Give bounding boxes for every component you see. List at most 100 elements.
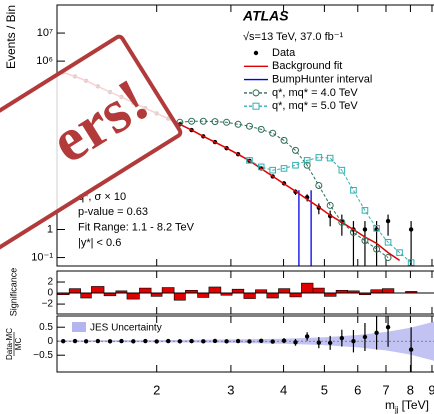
data-point bbox=[293, 340, 298, 345]
data-point bbox=[119, 338, 124, 344]
data-point bbox=[316, 340, 322, 345]
signal-point bbox=[245, 122, 253, 130]
signal-point bbox=[384, 254, 392, 262]
significance-bar bbox=[91, 286, 105, 294]
significance-bar bbox=[208, 286, 222, 294]
signal-point bbox=[338, 166, 346, 174]
data-point bbox=[270, 339, 275, 344]
data-point bbox=[107, 339, 113, 344]
legend-marker bbox=[252, 102, 260, 110]
signal-point bbox=[269, 166, 277, 174]
significance-bar bbox=[68, 288, 81, 294]
signal-point bbox=[315, 181, 323, 189]
significance-bar bbox=[197, 292, 210, 298]
data-point bbox=[351, 339, 356, 344]
legend-marker bbox=[253, 50, 259, 56]
panel-frame bbox=[56, 270, 434, 315]
signal-point bbox=[361, 237, 369, 245]
legend-marker bbox=[252, 89, 260, 97]
signal-point bbox=[349, 228, 357, 236]
signal-point bbox=[315, 154, 323, 161]
data-point bbox=[201, 339, 206, 344]
x-axis-label-sub: jj bbox=[394, 405, 399, 414]
data-point bbox=[83, 339, 89, 344]
signal-point bbox=[246, 157, 253, 164]
annotation: Fit Range: 1.1 - 8.2 TeV bbox=[78, 222, 195, 234]
data-point bbox=[189, 338, 194, 344]
data-point bbox=[327, 340, 333, 346]
data-point bbox=[339, 335, 345, 341]
y-tick-label: 10⁻¹ bbox=[31, 251, 53, 263]
significance-bar bbox=[381, 288, 395, 294]
signal-point bbox=[257, 125, 265, 133]
significance-bar bbox=[126, 292, 140, 300]
signal-point bbox=[396, 249, 403, 256]
stamp: ers! bbox=[0, 34, 183, 256]
signal-point bbox=[292, 146, 300, 154]
x-tick-label: 7 bbox=[382, 382, 389, 397]
significance-bar bbox=[231, 288, 245, 294]
x-tick-label: 3 bbox=[227, 382, 234, 397]
series-line bbox=[179, 120, 389, 259]
signal-point bbox=[326, 154, 334, 162]
signal-point bbox=[303, 157, 311, 164]
y-tick-label: 10⁷ bbox=[37, 27, 53, 39]
y-axis-label: Events / Bin bbox=[4, 5, 18, 69]
legend-label: Background fit bbox=[272, 60, 342, 72]
signal-point bbox=[292, 161, 299, 169]
signal-point bbox=[280, 165, 288, 172]
x-tick-label: 6 bbox=[354, 382, 361, 397]
data-point bbox=[212, 338, 218, 344]
annotation: q*, σ × 10 bbox=[78, 191, 126, 203]
legend-label: Data bbox=[272, 47, 296, 59]
signal-point bbox=[223, 118, 231, 126]
stamp-border bbox=[0, 34, 183, 256]
x-tick-label: 9 bbox=[428, 382, 434, 397]
data-point bbox=[61, 339, 66, 344]
plot-area bbox=[61, 70, 415, 266]
data-point bbox=[154, 339, 159, 344]
significance-bar bbox=[312, 287, 325, 294]
signal-point bbox=[326, 201, 334, 209]
data-point bbox=[177, 339, 183, 344]
y-axis-label: Significance bbox=[8, 268, 18, 317]
legend-marker bbox=[72, 322, 86, 332]
signal-point bbox=[407, 259, 415, 266]
signal-point bbox=[361, 207, 369, 214]
data-point bbox=[362, 334, 368, 340]
x-tick-label: 2 bbox=[153, 382, 160, 397]
chart-title: ATLAS bbox=[242, 8, 289, 24]
signal-point bbox=[188, 117, 196, 125]
data-point bbox=[224, 339, 229, 344]
y-tick-label: 0 bbox=[47, 336, 53, 347]
chart-subtitle: √s=13 TeV, 37.0 fb⁻¹ bbox=[243, 31, 344, 43]
data-point bbox=[385, 218, 391, 224]
signal-point bbox=[199, 117, 207, 125]
y-axis-label: Data-MC bbox=[5, 328, 14, 360]
y-tick-label: 1 bbox=[47, 223, 53, 235]
data-point bbox=[72, 338, 78, 344]
y-tick-label: 0 bbox=[47, 288, 53, 299]
significance-bar bbox=[173, 292, 186, 301]
signal-point bbox=[234, 120, 242, 128]
data-point bbox=[95, 338, 101, 344]
data-point bbox=[247, 339, 252, 344]
signal-point bbox=[303, 161, 311, 169]
annotation: p-value = 0.63 bbox=[78, 206, 148, 218]
y-tick-label: −0.5 bbox=[33, 350, 53, 361]
data-point bbox=[131, 339, 136, 344]
x-tick-label: 5 bbox=[321, 382, 328, 397]
y-tick-label: 10⁶ bbox=[36, 55, 53, 67]
x-axis-label-unit: [TeV] bbox=[402, 398, 429, 412]
series-line bbox=[249, 156, 412, 263]
x-tick-label: 4 bbox=[280, 382, 287, 397]
signal-point bbox=[373, 225, 380, 232]
signal-point bbox=[384, 238, 392, 246]
significance-bar bbox=[243, 292, 256, 299]
y-axis-label: MC bbox=[14, 338, 23, 351]
significance-bar bbox=[289, 292, 302, 298]
data-point bbox=[281, 338, 287, 343]
